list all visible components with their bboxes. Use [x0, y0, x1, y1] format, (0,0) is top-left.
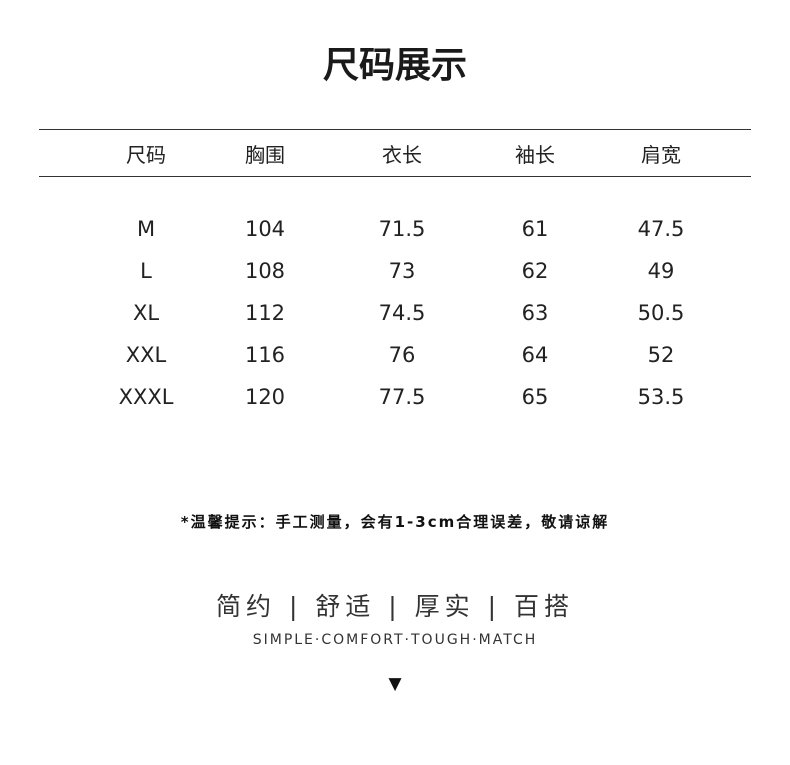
table-cell: 77.5 [378, 385, 426, 409]
table-header-divider [39, 176, 751, 177]
table-cell: 65 [521, 385, 549, 409]
table-cell: XXXL [118, 385, 174, 409]
table-cell: M [136, 217, 156, 241]
table-header-cell: 胸围 [245, 143, 285, 167]
table-cell: 62 [521, 259, 549, 283]
table-cell: 50.5 [637, 301, 685, 325]
table-cell: 61 [521, 217, 549, 241]
table-cell: XL [132, 301, 160, 325]
table-cell: 63 [521, 301, 549, 325]
page-title: 尺码展示 [322, 45, 467, 86]
table-cell: L [140, 259, 152, 283]
table-cell: 74.5 [378, 301, 426, 325]
table-cell: 53.5 [637, 385, 685, 409]
down-arrow-icon: ▼ [388, 674, 402, 694]
table-header-cell: 肩宽 [641, 143, 681, 167]
table-cell: 104 [244, 217, 286, 241]
table-header-cell: 衣长 [382, 143, 422, 167]
table-cell: 120 [244, 385, 286, 409]
measurement-note: *温馨提示：手工测量，会有1-3cm合理误差，敬请谅解 [180, 513, 610, 531]
tagline-english: SIMPLE·COMFORT·TOUGH·MATCH [252, 632, 538, 648]
tagline: 简约 | 舒适 | 厚实 | 百搭 [216, 592, 574, 621]
table-top-divider [39, 129, 751, 130]
table-cell: 47.5 [637, 217, 685, 241]
table-cell: 71.5 [378, 217, 426, 241]
table-cell: 108 [244, 259, 286, 283]
table-cell: 112 [244, 301, 286, 325]
table-cell: 49 [647, 259, 675, 283]
table-header-cell: 袖长 [515, 143, 555, 167]
table-cell: XXL [125, 343, 167, 367]
table-header-cell: 尺码 [126, 143, 166, 167]
table-cell: 64 [521, 343, 549, 367]
table-cell: 76 [388, 343, 416, 367]
table-cell: 52 [647, 343, 675, 367]
table-cell: 116 [244, 343, 286, 367]
table-cell: 73 [388, 259, 416, 283]
